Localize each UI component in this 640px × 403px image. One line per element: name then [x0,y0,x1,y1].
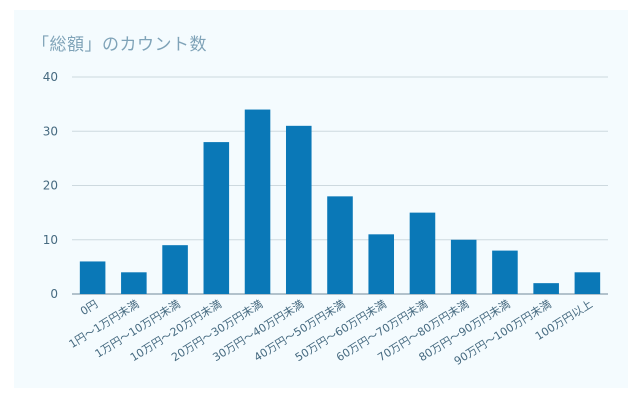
bar [327,196,353,294]
bar [368,234,395,294]
y-tick-label: 40 [43,70,58,84]
bar [533,283,559,294]
bar [162,245,188,294]
bar [79,261,106,294]
y-tick-label: 20 [43,179,58,193]
bar [574,272,601,294]
x-tick-label: 0円 [78,298,100,319]
bar [492,250,518,294]
y-tick-label: 10 [43,233,58,247]
bar [121,272,147,294]
bar [244,109,271,294]
y-tick-label: 0 [50,287,58,301]
bar [450,239,477,294]
bar [285,125,312,294]
chart-panel [14,10,628,388]
bar [409,212,436,294]
chart-title: 「総額」のカウント数 [32,35,207,55]
bar [203,142,230,294]
y-tick-label: 30 [43,124,58,138]
